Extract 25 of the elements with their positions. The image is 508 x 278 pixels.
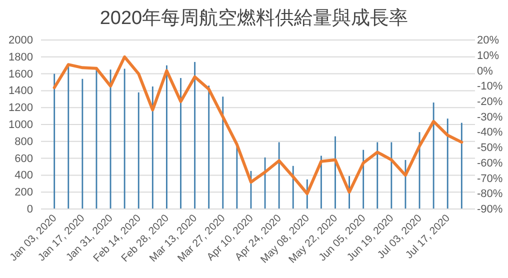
y-tick-label: 200 — [14, 186, 33, 199]
line-series — [52, 55, 464, 196]
y2-tick-label: -40% — [477, 126, 503, 139]
y2-tick-label: -60% — [477, 157, 503, 170]
y2-tick-label: 0% — [477, 65, 494, 78]
y-tick-label: 600 — [14, 152, 33, 165]
y2-tick-label: -90% — [477, 204, 503, 216]
y2-tick-label: -10% — [477, 80, 503, 93]
y2-tick-label: -20% — [477, 96, 503, 108]
y-tick-label: 0 — [26, 204, 33, 216]
y-tick-label: 2000 — [8, 34, 33, 47]
chart-title: 2020年每周航空燃料供給量與成長率 — [100, 7, 408, 29]
y-tick-label: 1600 — [8, 68, 33, 80]
y-tick-label: 1800 — [8, 51, 33, 64]
y2-tick-label: 20% — [477, 34, 500, 47]
y-tick-label: 1000 — [8, 119, 33, 132]
y-tick-label: 400 — [14, 170, 33, 182]
y-tick-label: 1400 — [8, 85, 33, 98]
y2-tick-label: -50% — [477, 142, 503, 154]
y-tick-label: 1200 — [8, 102, 33, 114]
y2-tick-label: -30% — [477, 111, 503, 124]
y-tick-label: 800 — [14, 136, 33, 148]
y2-tick-label: -70% — [477, 172, 503, 185]
y2-tick-label: -80% — [477, 188, 503, 200]
y2-tick-label: 10% — [477, 50, 500, 62]
